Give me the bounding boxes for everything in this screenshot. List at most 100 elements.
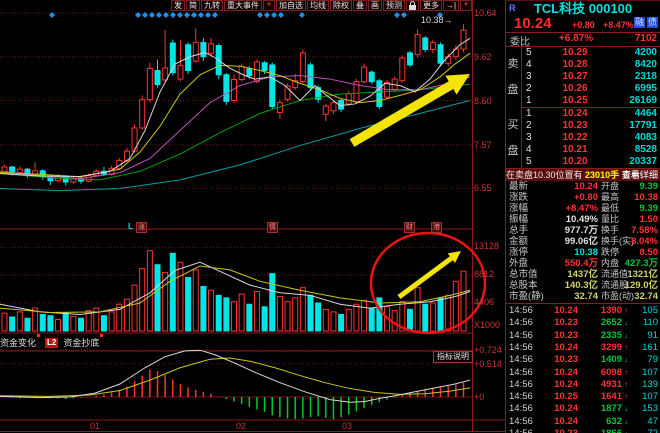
- draw-button[interactable]: 画: [367, 0, 382, 11]
- tick-row: 14:56 10.24 1390 ↑ 105: [506, 305, 660, 317]
- stat-row: 总市值 1437亿 流通值 1321亿: [506, 269, 660, 280]
- high-price-callout: 10.38→: [421, 15, 453, 25]
- tick-count: 105: [642, 305, 658, 316]
- exright-button[interactable]: 除权: [329, 0, 352, 11]
- add-watchlist-button[interactable]: 加自选: [275, 0, 306, 11]
- stat-value: 9.39: [639, 203, 659, 214]
- forecast-button[interactable]: 预测: [382, 0, 405, 11]
- bid-level: 5: [526, 156, 532, 167]
- tick-row: 14:56 10.24 1877 ↓ 153: [506, 403, 660, 415]
- stat-value: 32.74: [574, 291, 598, 302]
- stat-value: 7.58%: [631, 225, 658, 236]
- stat-label: 换手: [601, 225, 620, 235]
- view-details-link[interactable]: 查看详细: [621, 170, 658, 180]
- ask-row[interactable]: 4 10.28 8420: [522, 59, 660, 71]
- bid-level: 2: [526, 120, 532, 131]
- arrow-up-icon: ↑: [624, 379, 628, 389]
- tick-price: 10.23: [554, 317, 578, 329]
- volume-arrow: [397, 251, 461, 299]
- stat-row: 外盘 550.4万 内盘 427.3万: [506, 258, 660, 269]
- event-marker-icon[interactable]: 情: [267, 222, 278, 233]
- stock-flag-badge: 债: [647, 17, 658, 28]
- tick-price: 10.23: [542, 428, 578, 433]
- tick-volume: 1390: [600, 305, 622, 316]
- lock-icon[interactable]: [405, 0, 419, 11]
- event-marker-icon[interactable]: 涨: [136, 222, 147, 233]
- simple-mode-button[interactable]: 简: [186, 0, 201, 11]
- tick-time: 14:56: [509, 403, 533, 415]
- stat-value: +0.80: [573, 192, 598, 203]
- event-marker-icon[interactable]: 财: [404, 222, 415, 233]
- indicator-help-button[interactable]: 指标说明: [433, 351, 473, 363]
- stat-label: 总手: [509, 225, 529, 236]
- overlay-button[interactable]: 叠: [352, 0, 367, 11]
- tick-volume: 2652: [600, 317, 622, 329]
- nine-turn-button[interactable]: 九转: [201, 0, 224, 11]
- more-caret-icon[interactable]: ▼: [460, 0, 472, 11]
- stat-label: 流通值: [601, 269, 629, 279]
- ask-row[interactable]: 5 10.29 4200: [522, 47, 660, 59]
- bid-volume: 17791: [629, 120, 657, 131]
- tick-row: 14:56 10.24 4931 ↑ 139: [506, 379, 660, 391]
- tick-count: 110: [642, 317, 658, 329]
- stat-label: 跌停: [601, 247, 620, 257]
- tick-row: 14:56 10.23 2335 ↓ 91: [506, 330, 660, 342]
- tab-fund-bottom[interactable]: 资金抄底: [63, 334, 104, 349]
- bid-row[interactable]: 1 10.24 4464: [522, 108, 660, 120]
- arrow-down-icon: ↓: [624, 355, 628, 365]
- stat-label: 开盘: [601, 181, 620, 191]
- ask-row[interactable]: 1 10.25 26169: [522, 95, 660, 107]
- moving-average-button[interactable]: 均线: [306, 0, 329, 11]
- bid-row[interactable]: 3 10.22 4083: [522, 132, 660, 144]
- ask-volume: 26169: [629, 95, 657, 106]
- tick-price: 10.24: [554, 415, 578, 427]
- stat-value: 977.7万: [564, 225, 598, 236]
- ask-row[interactable]: 3 10.27 2318: [522, 71, 660, 83]
- ask-row[interactable]: 2 10.26 6995: [522, 83, 660, 95]
- bid-row[interactable]: 4 10.21 8528: [522, 144, 660, 156]
- stock-badges: 融债: [634, 17, 658, 28]
- bid-price: 10.20: [562, 156, 588, 167]
- bid-row[interactable]: 2 10.23 17791: [522, 120, 660, 132]
- publish-button[interactable]: 发: [171, 0, 186, 11]
- stat-value: 550.4万: [564, 258, 598, 269]
- notice-highlight: 23010手: [585, 170, 620, 180]
- month-label: 02: [236, 421, 247, 431]
- stat-value: 1.50: [639, 214, 659, 225]
- major-events-caret-icon[interactable]: ▼: [263, 0, 275, 11]
- macd-axis-label: +0.514: [474, 358, 502, 369]
- event-marker-icon[interactable]: L: [128, 222, 133, 231]
- tick-time: 14:56: [509, 378, 533, 390]
- tick-time: 14:56: [509, 305, 533, 316]
- next-period-icon[interactable]: →|: [442, 0, 460, 11]
- tab-label: 资金变化: [0, 338, 37, 348]
- stat-value: 9.39: [639, 181, 659, 192]
- ask-volume: 4200: [634, 47, 657, 58]
- more-button[interactable]: 更多: [419, 0, 442, 11]
- stock-title: TCL科技 000100: [533, 1, 633, 16]
- tick-volume: 1866: [580, 428, 622, 433]
- tab-fund-change[interactable]: 资金变化: [0, 334, 41, 349]
- tick-time: 14:56: [509, 329, 533, 341]
- ask-volume: 8420: [634, 59, 657, 70]
- tick-row: 14:56 10.24 3299 ↑ 161: [506, 342, 660, 354]
- stat-label: 总股本: [509, 280, 538, 291]
- stat-value: 1437亿: [567, 269, 598, 280]
- stat-value: 32.74: [634, 291, 658, 302]
- macd-axis-label: +0: [474, 392, 485, 402]
- stat-value: 10.38: [634, 192, 658, 203]
- major-events-button[interactable]: 重大事件: [224, 0, 263, 11]
- arrow-down-icon: ↓: [624, 330, 628, 340]
- price-change-percent: +8.47%: [603, 20, 634, 30]
- tick-price: 10.24: [554, 403, 578, 415]
- ask-price: 10.26: [562, 83, 588, 94]
- volume-axis-label: 13128: [474, 241, 500, 252]
- event-marker-icon[interactable]: 港: [431, 222, 442, 233]
- ask-volume: 6995: [634, 83, 657, 94]
- indicator-tabs: 资金变化 L2 资金抄底: [0, 334, 104, 350]
- chart-canvas[interactable]: [0, 0, 505, 433]
- bid-row[interactable]: 5 10.20 20337: [522, 156, 660, 168]
- ask-level: 5: [526, 47, 532, 58]
- notice-text: 卖单!: [621, 170, 643, 180]
- buy-side-label: 买盘: [507, 119, 519, 157]
